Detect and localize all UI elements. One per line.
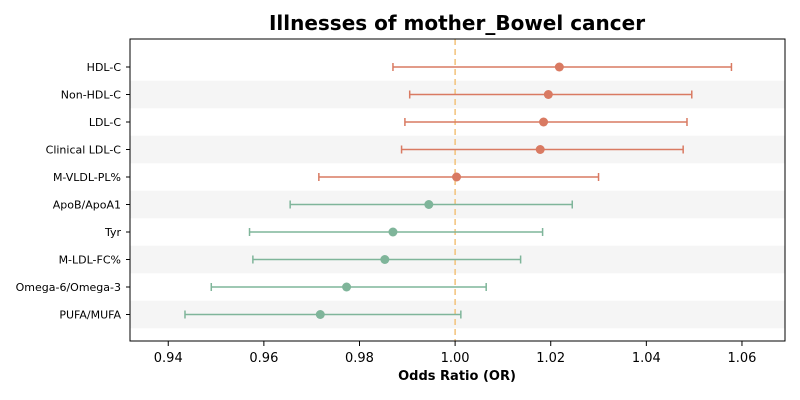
rows-group: HDL-C Non-HDL-C LDL-C Clinical LDL-C M-VLDL-… [16, 61, 733, 322]
row-label: Omega-6/Omega-3 [16, 281, 121, 294]
x-axis-label: Odds Ratio (OR) [398, 369, 516, 384]
forest-row: Clinical LDL-C [46, 144, 684, 157]
or-point [543, 90, 553, 99]
x-tick-label: 0.98 [345, 351, 374, 366]
row-label: LDL-C [89, 116, 122, 129]
row-label: ApoB/ApoA1 [53, 199, 121, 212]
forest-row: M-VLDL-PL% [53, 171, 600, 184]
or-point [315, 310, 325, 319]
or-point [380, 255, 390, 264]
x-tick-label: 0.94 [154, 351, 183, 366]
forest-row: HDL-C [87, 61, 733, 74]
row-label: M-VLDL-PL% [53, 171, 121, 184]
x-axis: 0.94 0.96 0.98 1.00 1.02 1.04 1.06 [154, 341, 756, 366]
x-tick-label: 0.96 [249, 351, 278, 366]
forest-row: M-LDL-FC% [59, 254, 522, 267]
x-tick-label: 1.06 [727, 351, 756, 366]
x-tick-label: 1.00 [441, 351, 470, 366]
row-label: PUFA/MUFA [59, 309, 121, 322]
forest-row: PUFA/MUFA [59, 309, 462, 322]
or-point [535, 145, 545, 154]
row-label: Tyr [104, 226, 122, 239]
row-label: Non-HDL-C [61, 89, 122, 102]
or-point [539, 117, 549, 127]
row-label: HDL-C [87, 61, 122, 74]
x-tick-label: 1.04 [632, 351, 661, 366]
or-point [554, 62, 564, 72]
plot-frame [129, 38, 786, 342]
row-label: M-LDL-FC% [59, 254, 121, 267]
forest-row: Non-HDL-C [61, 89, 693, 102]
forest-row: ApoB/ApoA1 [53, 199, 573, 212]
row-label: Clinical LDL-C [46, 144, 122, 157]
x-tick-label: 1.02 [536, 351, 565, 366]
or-point [424, 200, 434, 209]
forest-row: LDL-C [89, 116, 688, 129]
or-point [452, 172, 462, 182]
or-point [342, 282, 352, 292]
forest-row: Omega-6/Omega-3 [16, 281, 487, 294]
or-point [388, 227, 398, 237]
forest-row: Tyr [104, 226, 544, 239]
chart-title: Illnesses of mother_Bowel cancer [269, 11, 645, 35]
